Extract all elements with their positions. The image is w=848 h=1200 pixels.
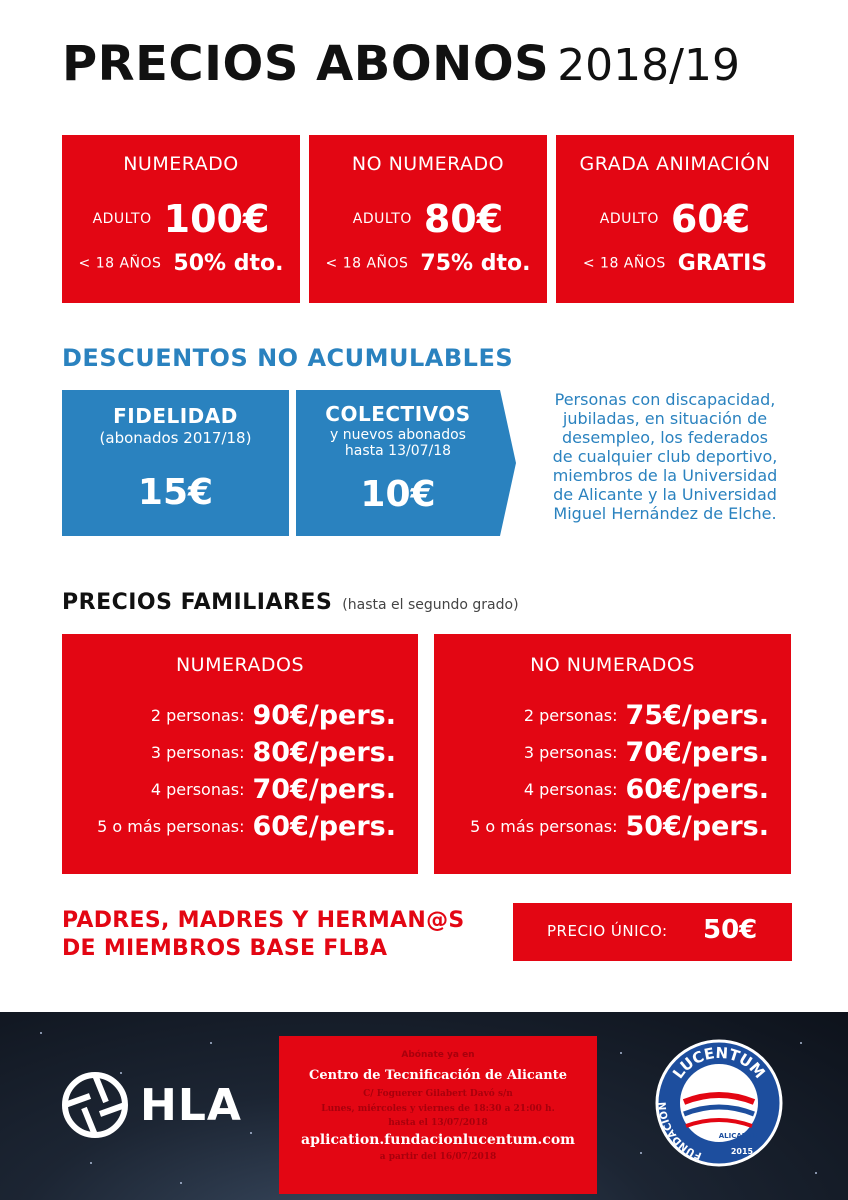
description-line: Personas con discapacidad,: [554, 390, 776, 409]
discount-price: 10€: [360, 474, 436, 515]
family-row-price: 60€/pers.: [625, 774, 769, 805]
family-row-label: 2 personas:: [523, 706, 618, 725]
description-line: jubiladas, en situación de: [562, 409, 768, 428]
card-center: Centro de Tecnificación de Alicante: [309, 1068, 567, 1083]
price-box-no-numerado: NO NUMERADO ADULTO 80€ < 18 AÑOS 75% dto.: [309, 135, 547, 303]
description-line: Miguel Hernández de Elche.: [553, 504, 777, 523]
family-row-label: 2 personas:: [150, 706, 245, 725]
hla-text: HLA: [140, 1079, 242, 1131]
adult-label: ADULTO: [352, 211, 412, 227]
padres-line-2: DE MIEMBROS BASE FLBA: [62, 936, 388, 961]
discount-name: FIDELIDAD: [113, 404, 238, 428]
price-box-grada-animacion: GRADA ANIMACIÓN ADULTO 60€ < 18 AÑOS GRATI…: [556, 135, 794, 303]
discount-sub: (abonados 2017/18): [99, 429, 252, 447]
card-hours: Lunes, miércoles y viernes de 18:30 a 21…: [321, 1104, 555, 1114]
hla-logo: HLA: [56, 1072, 242, 1138]
minor-label: < 18 AÑOS: [582, 255, 666, 272]
precio-unico-value: 50€: [703, 915, 758, 945]
card-address: C/ Foguerer Gilabert Davó s/n: [363, 1089, 513, 1099]
family-row-label: 5 o más personas:: [97, 817, 245, 836]
discount-colectivos-text: COLECTIVOS y nuevos abonados hasta 13/07…: [296, 390, 500, 536]
minor-label: < 18 AÑOS: [325, 255, 409, 272]
family-box-header: NUMERADOS: [175, 654, 305, 676]
hla-aperture-icon: [62, 1072, 128, 1138]
discounts-title: DESCUENTOS NO ACUMULABLES: [62, 344, 514, 372]
padres-heading: PADRES, MADRES Y HERMAN@S DE MIEMBROS BA…: [62, 907, 465, 963]
adult-price: 80€: [423, 197, 504, 241]
family-box-header: NO NUMERADOS: [530, 654, 695, 676]
fundacion-lucentum-seal: LUCENTUM FUNDACIÓN ALICANTE 2015: [655, 1039, 783, 1167]
footer-info-card: Abónate ya en Centro de Tecnificación de…: [279, 1036, 597, 1194]
discount-box-colectivos: [296, 390, 516, 536]
description-line: desempleo, los federados: [562, 428, 768, 447]
family-row: 5 o más personas: 60€/pers.: [97, 811, 396, 842]
card-from: a partir del 16/07/2018: [379, 1152, 497, 1162]
discount-price: 15€: [137, 472, 214, 513]
price-box-header: GRADA ANIMACIÓN: [579, 153, 771, 175]
title-year: 2018/19: [557, 40, 740, 91]
family-row-price: 50€/pers.: [625, 811, 769, 842]
family-title: PRECIOS FAMILIARES: [62, 590, 333, 615]
colectivos-arrow-shape: [296, 390, 516, 536]
family-row-price: 70€/pers.: [625, 737, 769, 768]
family-row-label: 5 o más personas:: [470, 817, 618, 836]
minor-label: < 18 AÑOS: [78, 255, 162, 272]
family-row-price: 90€/pers.: [252, 700, 396, 731]
padres-line-1: PADRES, MADRES Y HERMAN@S: [62, 908, 465, 933]
adult-label: ADULTO: [92, 211, 152, 227]
card-until: hasta el 13/07/2018: [388, 1118, 488, 1128]
minor-price: 50% dto.: [173, 251, 284, 276]
family-row-price: 80€/pers.: [252, 737, 396, 768]
minor-price: GRATIS: [677, 251, 768, 276]
family-box-numerados: NUMERADOS 2 personas: 90€/pers. 3 persona…: [62, 634, 418, 874]
discount-name: COLECTIVOS: [325, 402, 471, 426]
description-line: de Alicante y la Universidad: [553, 485, 777, 504]
family-box-no-numerados: NO NUMERADOS 2 personas: 75€/pers. 3 pers…: [434, 634, 791, 874]
card-web-link[interactable]: aplication.fundacionlucentum.com: [301, 1132, 575, 1148]
discount-sub-2: hasta 13/07/18: [344, 443, 452, 459]
title-main: PRECIOS ABONOS: [62, 36, 550, 92]
price-box-header: NO NUMERADO: [351, 153, 505, 175]
minor-price: 75% dto.: [420, 251, 531, 276]
family-row: 4 personas: 60€/pers.: [524, 774, 769, 805]
family-row: 3 personas: 80€/pers.: [151, 737, 396, 768]
seal-city: ALICANTE: [719, 1132, 758, 1140]
price-box-numerado: NUMERADO ADULTO 100€ < 18 AÑOS 50% dto.: [62, 135, 300, 303]
family-title-row: PRECIOS FAMILIARES (hasta el segundo grad…: [62, 590, 519, 615]
family-row: 4 personas: 70€/pers.: [151, 774, 396, 805]
discount-box-fidelidad: FIDELIDAD (abonados 2017/18) 15€: [62, 390, 289, 536]
discount-sub-1: y nuevos abonados: [330, 427, 466, 443]
adult-label: ADULTO: [599, 211, 659, 227]
family-row-price: 60€/pers.: [252, 811, 396, 842]
family-row-price: 75€/pers.: [625, 700, 769, 731]
family-row: 2 personas: 90€/pers.: [151, 700, 396, 731]
family-row: 5 o más personas: 50€/pers.: [470, 811, 769, 842]
page-title: PRECIOS ABONOS 2018/19: [62, 36, 740, 92]
card-intro: Abónate ya en: [401, 1050, 475, 1060]
price-box-header: NUMERADO: [123, 153, 239, 175]
family-row-label: 3 personas:: [523, 743, 618, 762]
description-line: miembros de la Universidad: [552, 466, 778, 485]
precio-unico-label: PRECIO ÚNICO:: [547, 922, 668, 940]
discount-description: Personas con discapacidad, jubiladas, en…: [520, 390, 810, 523]
adult-price: 60€: [670, 197, 751, 241]
description-line: de cualquier club deportivo,: [552, 447, 778, 466]
family-row-label: 4 personas:: [150, 780, 245, 799]
family-note: (hasta el segundo grado): [342, 597, 519, 613]
family-row: 3 personas: 70€/pers.: [524, 737, 769, 768]
family-row-price: 70€/pers.: [252, 774, 396, 805]
adult-price: 100€: [163, 197, 270, 241]
family-row-label: 3 personas:: [150, 743, 245, 762]
precio-unico-box: PRECIO ÚNICO: 50€: [513, 903, 792, 961]
family-row-label: 4 personas:: [523, 780, 618, 799]
seal-year: 2015: [731, 1147, 754, 1156]
family-row: 2 personas: 75€/pers.: [524, 700, 769, 731]
